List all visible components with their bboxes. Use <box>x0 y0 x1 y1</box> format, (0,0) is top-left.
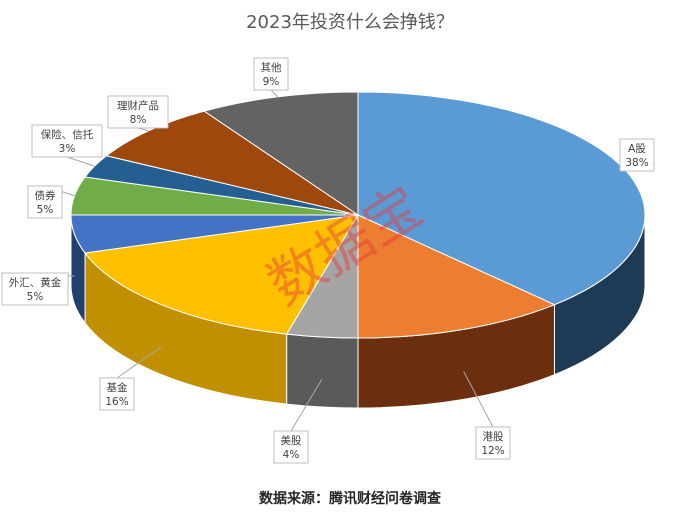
leader-line-8 <box>270 89 279 98</box>
data-label-7: 理财产品 8% <box>107 95 169 132</box>
pie-sides <box>70 214 646 409</box>
leader-line-6 <box>66 156 95 167</box>
leader-line-1 <box>463 371 494 428</box>
source-note: 数据来源：腾讯财经问卷调查 <box>259 491 441 507</box>
data-label-8: 其他 9% <box>253 57 289 98</box>
label-category-4: 外汇、黄金 <box>9 276 62 289</box>
label-box-1 <box>475 426 511 460</box>
pie-slice-1 <box>357 214 556 339</box>
label-category-1: 港股 <box>483 431 504 443</box>
data-label-0: A股 38% <box>619 138 655 172</box>
label-box-0 <box>619 138 655 172</box>
leader-line-3 <box>116 346 162 379</box>
label-percent-3: 16% <box>105 396 128 408</box>
leader-line-2 <box>290 378 323 432</box>
label-box-5 <box>27 185 63 219</box>
data-label-5: 债券 5% <box>27 185 75 219</box>
label-percent-4: 5% <box>27 291 44 303</box>
label-category-5: 债券 <box>35 189 56 202</box>
label-box-8 <box>253 57 289 91</box>
label-category-6: 保险、信托 <box>41 128 94 141</box>
label-percent-7: 8% <box>130 114 147 126</box>
data-label-6: 保险、信托 3% <box>31 124 103 167</box>
data-label-4: 外汇、黄金 5% <box>1 272 75 306</box>
label-category-0: A股 <box>628 143 646 155</box>
label-box-7 <box>107 95 169 129</box>
data-label-1: 港股 12% <box>463 371 511 460</box>
label-category-7: 理财产品 <box>117 99 159 112</box>
pie-slice-7 <box>105 110 359 216</box>
pie-slice-3 <box>84 214 359 335</box>
data-label-3: 基金 16% <box>99 346 162 411</box>
label-percent-0: 38% <box>625 157 648 169</box>
pie-side-2 <box>286 333 359 409</box>
label-percent-5: 5% <box>37 204 54 216</box>
chart-title: 2023年投资什么会挣钱？ <box>246 12 454 33</box>
pie-slice-8 <box>203 91 359 216</box>
label-percent-2: 4% <box>283 449 300 461</box>
label-box-4 <box>1 272 69 306</box>
label-category-3: 基金 <box>107 381 128 394</box>
data-label-2: 美股 4% <box>273 378 323 464</box>
label-category-8: 其他 <box>261 61 282 74</box>
label-category-2: 美股 <box>281 434 302 447</box>
label-box-3 <box>99 377 135 411</box>
label-percent-6: 3% <box>59 143 76 155</box>
label-percent-8: 9% <box>263 76 280 88</box>
label-box-6 <box>31 124 103 158</box>
pie-tops <box>70 91 646 339</box>
label-percent-1: 12% <box>481 445 504 457</box>
label-box-2 <box>273 430 309 464</box>
data-labels: A股 38% 港股 12% 美股 4% 基金 16% 外汇、黄金 5% 债券 5% 保险、信托 3% 理财产… <box>1 57 655 464</box>
